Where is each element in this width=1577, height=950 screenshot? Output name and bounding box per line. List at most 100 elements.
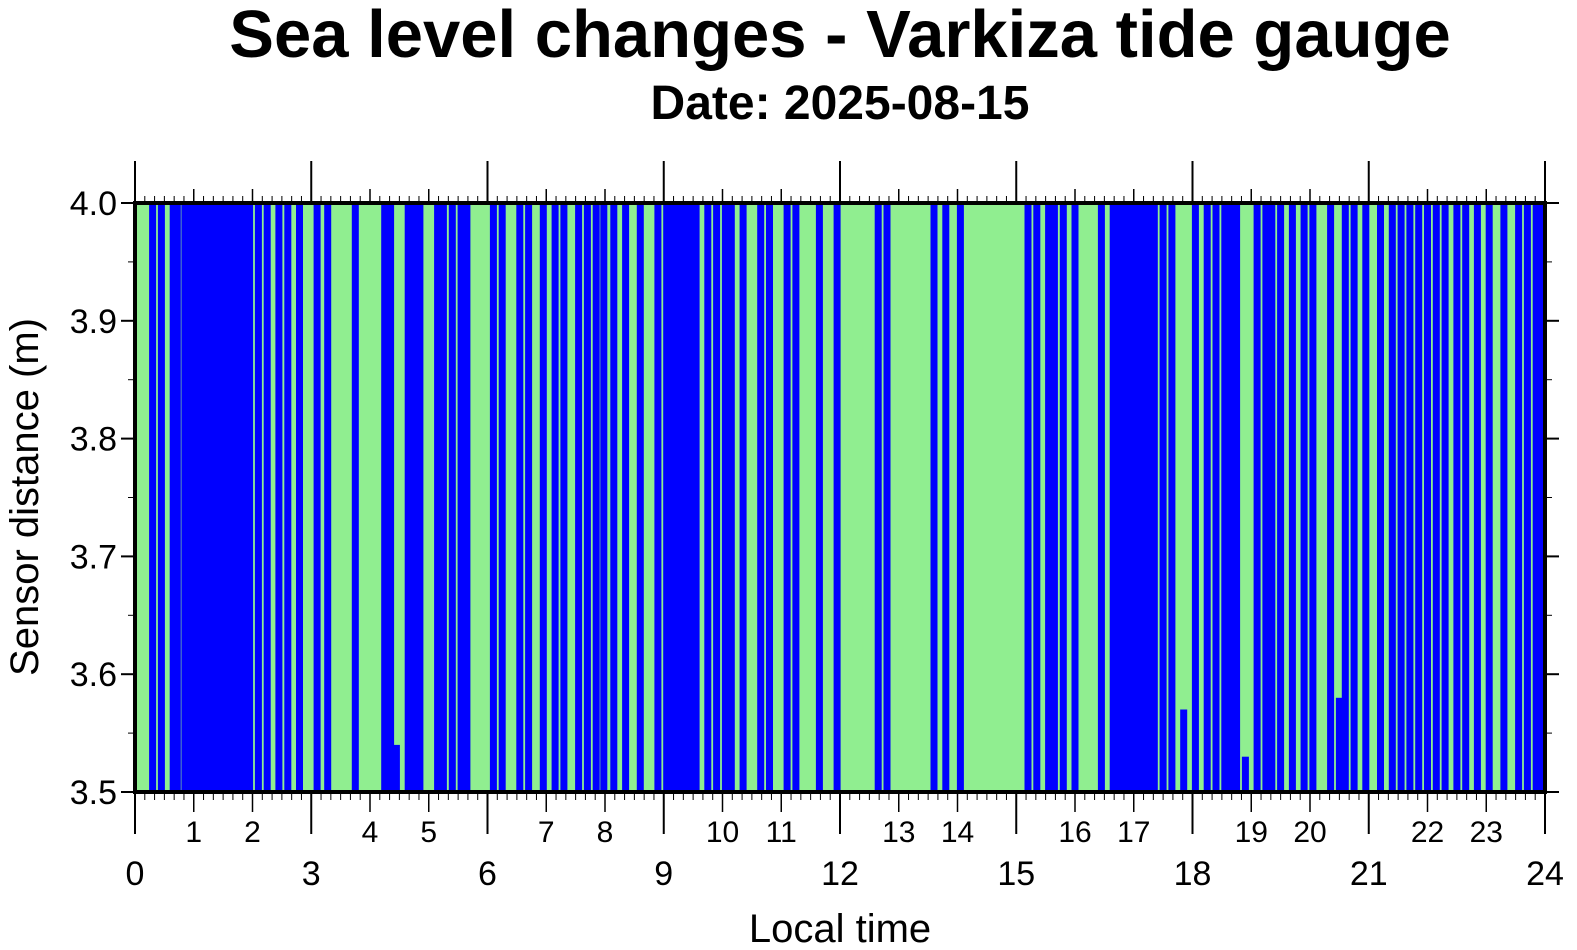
data-bar (1424, 203, 1431, 792)
data-bar (1180, 709, 1188, 792)
data-bar (636, 203, 644, 792)
x-axis-label: Local time (749, 907, 931, 950)
data-bar (1377, 203, 1384, 792)
data-bar (1473, 203, 1481, 792)
data-bar (489, 203, 497, 792)
data-bar (1227, 203, 1235, 792)
x-tick-label: 9 (654, 855, 673, 893)
data-bar (1144, 203, 1152, 792)
data-bar (381, 203, 389, 792)
data-bar (1350, 203, 1358, 792)
y-tick-label: 3.9 (70, 303, 117, 341)
data-bar (1127, 203, 1135, 792)
data-bar (1212, 203, 1220, 792)
data-bar (874, 203, 882, 792)
x-tick-label: 21 (1350, 855, 1388, 893)
y-tick-label: 4.0 (70, 185, 117, 223)
data-bar (1415, 203, 1423, 792)
data-bar (1115, 203, 1123, 792)
data-bar (324, 203, 332, 792)
data-bar (313, 203, 321, 792)
data-bar (516, 203, 524, 792)
data-bar (815, 203, 823, 792)
data-bar (583, 203, 591, 792)
data-bar (1253, 203, 1261, 792)
data-bar (721, 203, 729, 792)
x-hour-label: 1 (185, 816, 202, 849)
data-bar (663, 203, 671, 792)
data-bar (592, 203, 600, 792)
tick-labels: 0 3 6 9 12 15 18 21 241 2 4 5 7 8 10 11 13 14 16 17 19 20 22 23… (70, 185, 1564, 893)
data-bar (654, 203, 662, 792)
data-bar (463, 203, 471, 792)
data-bar (434, 203, 442, 792)
data-bar (766, 203, 773, 792)
data-bar (246, 203, 254, 792)
data-bar (351, 203, 359, 792)
data-bar (392, 744, 400, 792)
data-bar (263, 203, 271, 792)
data-bar (1191, 203, 1199, 792)
data-bar (416, 203, 424, 792)
data-bar (1221, 203, 1229, 792)
data-bar (1109, 203, 1117, 792)
x-tick-label: 18 (1174, 855, 1212, 893)
x-hour-label: 4 (362, 816, 379, 849)
data-bar (1532, 203, 1540, 792)
x-tick-label: 12 (821, 855, 859, 893)
data-bar (883, 203, 891, 792)
data-bar (284, 203, 292, 792)
data-bar (1241, 756, 1249, 792)
data-bar (1462, 203, 1470, 792)
x-tick-label: 15 (997, 855, 1035, 893)
data-bar (1203, 203, 1211, 792)
data-bar (448, 203, 456, 792)
data-bar (1515, 203, 1523, 792)
data-bar (240, 203, 248, 792)
data-bar (1441, 203, 1449, 792)
x-hour-label: 10 (706, 816, 739, 849)
data-bar (498, 203, 506, 792)
data-bar (713, 203, 721, 792)
axes (121, 161, 1559, 834)
data-bar (1121, 203, 1129, 792)
x-hour-label: 2 (244, 816, 261, 849)
data-bar (1168, 203, 1176, 792)
x-tick-label: 0 (126, 855, 145, 893)
data-bar (1300, 203, 1308, 792)
data-bar (539, 203, 547, 792)
x-hour-label: 7 (538, 816, 555, 849)
data-bar (956, 203, 964, 792)
data-bar (1159, 203, 1167, 792)
data-bar (1150, 203, 1158, 792)
data-bar (1341, 203, 1349, 792)
data-bar (169, 203, 177, 792)
y-tick-label: 3.5 (70, 774, 117, 812)
data-bar (1262, 203, 1270, 792)
data-bar (692, 203, 700, 792)
chart-subtitle: Date: 2025-08-15 (651, 77, 1030, 130)
data-bar (930, 203, 938, 792)
data-bar (1362, 203, 1370, 792)
data-bar (792, 203, 800, 792)
y-axis-label: Sensor distance (m) (3, 318, 47, 676)
x-hour-label: 14 (941, 816, 974, 849)
data-bar (783, 203, 791, 792)
data-bar (1335, 697, 1343, 792)
x-hour-label: 16 (1058, 816, 1091, 849)
data-bar (610, 203, 618, 792)
x-hour-label: 22 (1411, 816, 1444, 849)
data-bar (439, 203, 447, 792)
x-hour-label: 8 (597, 816, 614, 849)
data-bar (1538, 203, 1546, 792)
data-bar (1050, 203, 1058, 792)
data-bar (525, 203, 533, 792)
data-bar (1233, 203, 1241, 792)
data-bar (1397, 203, 1405, 792)
data-bar (296, 203, 303, 792)
data-bar (1388, 203, 1396, 792)
data-bar (575, 203, 583, 792)
data-bar (157, 203, 165, 792)
data-bar (387, 203, 395, 792)
